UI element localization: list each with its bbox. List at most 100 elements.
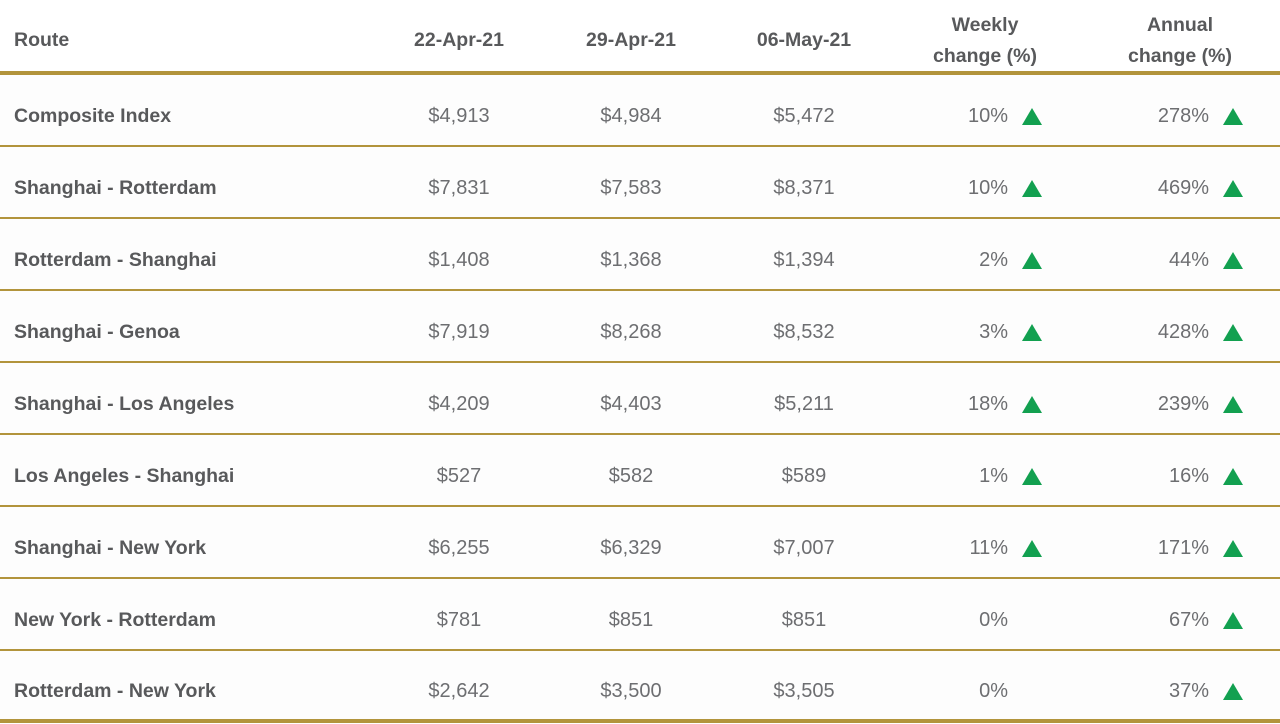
table-row: Shanghai - Rotterdam $7,831 $7,583 $8,37… bbox=[0, 147, 1280, 219]
table-row: Shanghai - Los Angeles $4,209 $4,403 $5,… bbox=[0, 363, 1280, 435]
weekly-change-value: 10% bbox=[967, 176, 1008, 199]
column-header-date-1: 22-Apr-21 bbox=[414, 29, 504, 51]
annual-change-value: 44% bbox=[1168, 248, 1209, 271]
rate-22-apr-21: $2,642 bbox=[428, 679, 490, 702]
weekly-change-header-line1: Weekly bbox=[951, 13, 1019, 36]
annual-change-cell: 171% bbox=[1042, 537, 1243, 560]
rate-29-apr-21: $851 bbox=[608, 608, 654, 631]
table-row: New York - Rotterdam $781 $851 $851 0% 6… bbox=[0, 579, 1280, 651]
annual-change-value: 67% bbox=[1168, 608, 1209, 631]
annual-change-value: 239% bbox=[1157, 392, 1209, 415]
rate-22-apr-21: $6,255 bbox=[428, 536, 490, 559]
weekly-change-cell: 1% bbox=[876, 465, 1042, 488]
weekly-change-cell: 10% bbox=[876, 177, 1042, 200]
rate-06-may-21: $3,505 bbox=[773, 679, 835, 702]
column-header-route: Route bbox=[14, 29, 70, 51]
triangle-up-icon bbox=[1022, 395, 1042, 413]
weekly-change-value: 10% bbox=[967, 104, 1008, 127]
weekly-change-cell: 10% bbox=[876, 105, 1042, 128]
column-header-annual-change: Annual change (%) bbox=[1094, 10, 1266, 72]
weekly-change-value: 18% bbox=[967, 392, 1008, 415]
triangle-up-icon bbox=[1223, 179, 1243, 197]
rate-29-apr-21: $7,583 bbox=[600, 176, 662, 199]
rate-22-apr-21: $4,209 bbox=[428, 392, 490, 415]
rate-22-apr-21: $1,408 bbox=[428, 248, 490, 271]
triangle-up-icon bbox=[1022, 107, 1042, 125]
triangle-up-icon bbox=[1223, 107, 1243, 125]
table-body: Composite Index $4,913 $4,984 $5,472 10%… bbox=[0, 75, 1280, 723]
triangle-up-icon bbox=[1022, 323, 1042, 341]
table-header-row: Route 22-Apr-21 29-Apr-21 06-May-21 Week… bbox=[0, 0, 1280, 75]
route-name: Shanghai - Genoa bbox=[14, 320, 180, 343]
table-row: Shanghai - New York $6,255 $6,329 $7,007… bbox=[0, 507, 1280, 579]
route-name: Rotterdam - Shanghai bbox=[14, 248, 217, 271]
rate-29-apr-21: $582 bbox=[608, 464, 654, 487]
rate-22-apr-21: $7,919 bbox=[428, 320, 490, 343]
route-name: Shanghai - Los Angeles bbox=[14, 392, 235, 415]
rate-29-apr-21: $3,500 bbox=[600, 679, 662, 702]
rate-06-may-21: $8,371 bbox=[773, 176, 835, 199]
triangle-up-icon bbox=[1223, 323, 1243, 341]
triangle-up-icon bbox=[1223, 682, 1243, 700]
weekly-change-cell: 18% bbox=[876, 393, 1042, 416]
rate-06-may-21: $5,211 bbox=[774, 392, 834, 415]
triangle-up-icon bbox=[1022, 467, 1042, 485]
annual-change-cell: 67% bbox=[1042, 609, 1243, 632]
annual-change-header-line1: Annual bbox=[1146, 13, 1214, 36]
triangle-up-icon bbox=[1022, 179, 1042, 197]
rate-22-apr-21: $7,831 bbox=[428, 176, 490, 199]
weekly-change-value: 1% bbox=[979, 464, 1008, 487]
annual-change-cell: 428% bbox=[1042, 321, 1243, 344]
weekly-change-cell: 0% bbox=[876, 680, 1042, 703]
rate-22-apr-21: $781 bbox=[436, 608, 482, 631]
route-name: Shanghai - New York bbox=[14, 536, 207, 559]
route-name: Composite Index bbox=[14, 104, 172, 127]
column-header-weekly-change: Weekly change (%) bbox=[876, 10, 1094, 72]
triangle-up-icon bbox=[1223, 251, 1243, 269]
weekly-change-value: 0% bbox=[979, 608, 1008, 631]
weekly-change-cell: 11% bbox=[876, 537, 1042, 560]
table-row: Rotterdam - New York $2,642 $3,500 $3,50… bbox=[0, 651, 1280, 723]
annual-change-cell: 278% bbox=[1042, 105, 1243, 128]
weekly-change-cell: 2% bbox=[876, 249, 1042, 272]
triangle-up-icon bbox=[1223, 539, 1243, 557]
rate-29-apr-21: $6,329 bbox=[600, 536, 662, 559]
table-row: Shanghai - Genoa $7,919 $8,268 $8,532 3%… bbox=[0, 291, 1280, 363]
triangle-up-icon bbox=[1223, 395, 1243, 413]
route-name: Rotterdam - New York bbox=[14, 679, 216, 702]
rate-06-may-21: $1,394 bbox=[773, 248, 835, 271]
triangle-up-icon bbox=[1223, 467, 1243, 485]
annual-change-value: 428% bbox=[1157, 320, 1209, 343]
table-row: Composite Index $4,913 $4,984 $5,472 10%… bbox=[0, 75, 1280, 147]
rate-06-may-21: $851 bbox=[781, 608, 827, 631]
rate-29-apr-21: $8,268 bbox=[600, 320, 662, 343]
rate-22-apr-21: $527 bbox=[436, 464, 482, 487]
weekly-change-value: 2% bbox=[979, 248, 1008, 271]
rate-29-apr-21: $4,403 bbox=[600, 392, 662, 415]
weekly-change-value: 0% bbox=[979, 679, 1008, 702]
weekly-change-cell: 0% bbox=[876, 609, 1042, 632]
annual-change-cell: 469% bbox=[1042, 177, 1243, 200]
annual-change-value: 16% bbox=[1168, 464, 1209, 487]
annual-change-value: 37% bbox=[1168, 679, 1209, 702]
column-header-date-2: 29-Apr-21 bbox=[586, 29, 676, 51]
annual-change-value: 278% bbox=[1157, 104, 1209, 127]
rate-29-apr-21: $4,984 bbox=[600, 104, 662, 127]
triangle-up-icon bbox=[1022, 539, 1042, 557]
rate-22-apr-21: $4,913 bbox=[428, 104, 490, 127]
annual-change-cell: 16% bbox=[1042, 465, 1243, 488]
rate-06-may-21: $7,007 bbox=[773, 536, 835, 559]
triangle-up-icon bbox=[1223, 611, 1243, 629]
weekly-change-value: 3% bbox=[979, 320, 1008, 343]
table-row: Rotterdam - Shanghai $1,408 $1,368 $1,39… bbox=[0, 219, 1280, 291]
annual-change-cell: 44% bbox=[1042, 249, 1243, 272]
annual-change-cell: 37% bbox=[1042, 680, 1243, 703]
route-name: New York - Rotterdam bbox=[14, 608, 216, 631]
route-name: Los Angeles - Shanghai bbox=[14, 464, 235, 487]
annual-change-value: 469% bbox=[1157, 176, 1209, 199]
annual-change-header-line2: change (%) bbox=[1127, 44, 1232, 67]
column-header-date-3: 06-May-21 bbox=[756, 29, 852, 51]
rate-06-may-21: $589 bbox=[781, 464, 827, 487]
annual-change-cell: 239% bbox=[1042, 393, 1243, 416]
